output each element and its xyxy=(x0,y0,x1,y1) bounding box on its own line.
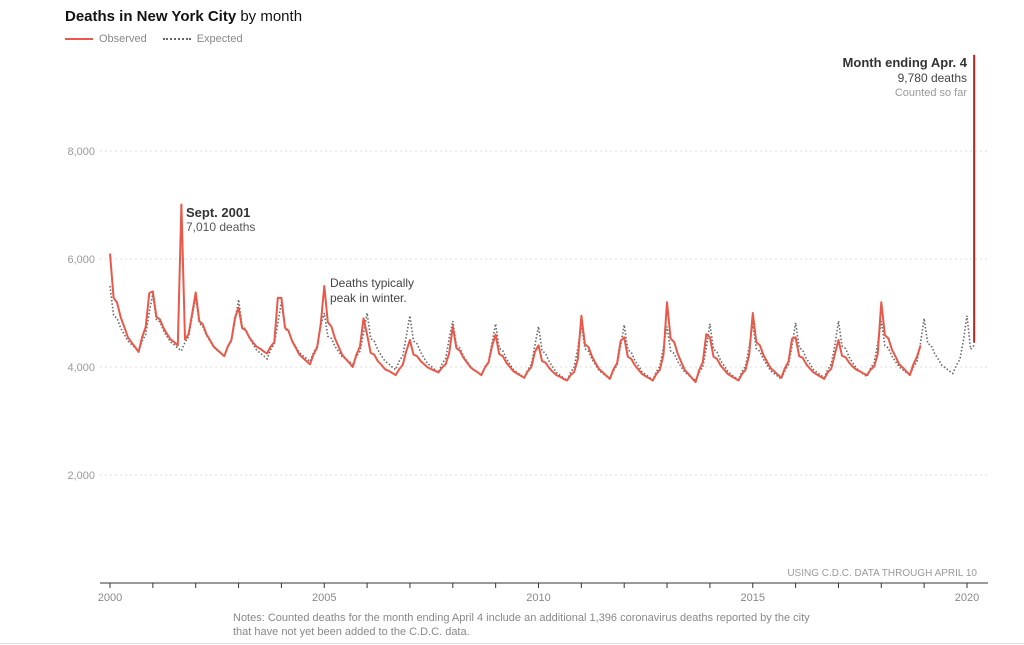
legend-expected-label: Expected xyxy=(196,33,243,45)
x-tick-label: 2000 xyxy=(98,592,122,604)
annotation-winter-line1: Deaths typically xyxy=(330,276,414,290)
annotation-sept2001-text: 7,010 deaths xyxy=(186,220,255,234)
chart-title: Deaths in New York City by month xyxy=(65,8,302,25)
legend-expected-swatch xyxy=(162,38,191,40)
annotation-latest-text: 9,780 deaths xyxy=(898,71,967,85)
title-rest: by month xyxy=(236,8,303,25)
x-tick-label: 2005 xyxy=(312,592,336,604)
legend: Observed Expected xyxy=(65,33,243,45)
source-note: USING C.D.C. DATA THROUGH APRIL 10 xyxy=(787,568,977,579)
title-bold: Deaths in New York City xyxy=(65,8,237,25)
x-tick-label: 2010 xyxy=(526,592,550,604)
notes: Notes: Counted deaths for the month endi… xyxy=(233,612,810,638)
y-tick-label: 6,000 xyxy=(67,254,95,266)
annotation-latest-title: Month ending Apr. 4 xyxy=(843,55,968,70)
legend-observed-swatch xyxy=(65,38,93,40)
y-tick-label: 2,000 xyxy=(67,470,95,482)
y-tick-label: 4,000 xyxy=(67,362,95,374)
y-tick-label: 8,000 xyxy=(67,146,95,158)
expected-line xyxy=(109,285,975,382)
annotation-latest-sub: Counted so far xyxy=(895,87,967,99)
annotation-sept2001-title: Sept. 2001 xyxy=(186,205,250,220)
x-tick-label: 2015 xyxy=(741,592,765,604)
legend-observed-label: Observed xyxy=(99,33,147,45)
observed-line xyxy=(109,203,922,384)
annotation-winter-line2: peak in winter. xyxy=(330,291,407,305)
x-tick-label: 2020 xyxy=(955,592,979,604)
bottom-divider xyxy=(0,643,1024,644)
